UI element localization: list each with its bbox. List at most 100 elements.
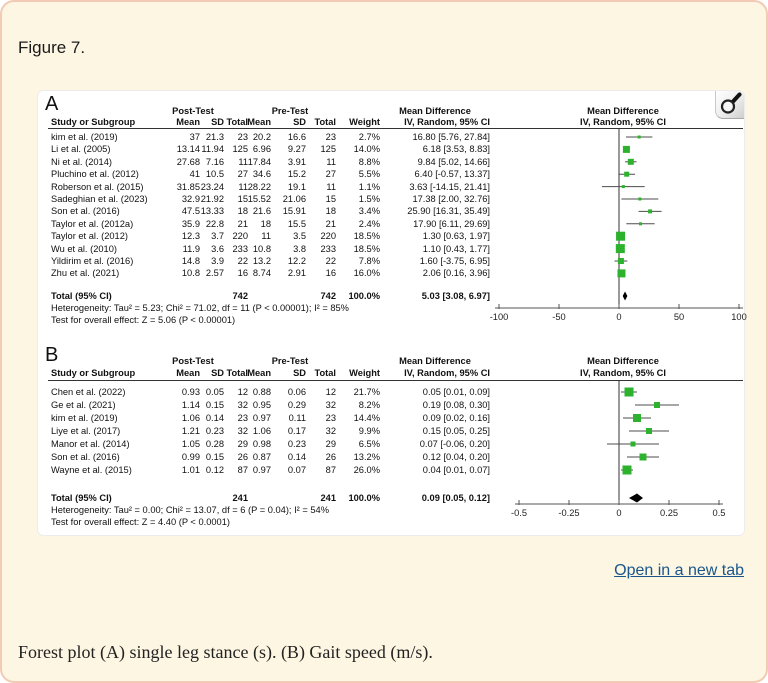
effect-marker	[638, 197, 642, 201]
study-cell: 21.3	[205, 132, 224, 142]
study-cell: 8.74	[252, 268, 271, 279]
study-cell: 10.8	[252, 243, 271, 254]
study-cell: 6.5%	[358, 439, 380, 449]
study-md-ci: 0.19 [0.08, 0.30]	[422, 400, 490, 410]
axis-tick-label: 50	[674, 312, 684, 322]
study-md-ci: 0.07 [-0.06, 0.20]	[419, 439, 490, 449]
study-cell: 27.68	[176, 156, 200, 167]
group-header-post: Post-Test	[172, 356, 214, 366]
study-cell: 19.1	[287, 181, 306, 192]
study-cell: 1.06	[181, 413, 200, 423]
effect-marker	[624, 171, 630, 177]
col-header-ci-plot: IV, Random, 95% CI	[580, 117, 666, 127]
study-cell: 220	[320, 231, 336, 242]
col-header: SD	[211, 368, 224, 378]
study-md-ci: 0.09 [0.02, 0.16]	[422, 413, 490, 423]
study-cell: 21.06	[282, 194, 306, 204]
study-cell: 6.96	[252, 144, 271, 155]
study-cell: 29	[237, 439, 248, 449]
study-cell: 34.6	[252, 169, 271, 180]
study-name: Pluchino et al. (2012)	[51, 169, 139, 180]
forest-plot-graphics: -100 -50 0 50 100 -0.5 -0.25 0 0.25 0.5	[490, 129, 747, 518]
study-cell: 16	[325, 268, 336, 279]
col-header: Mean	[247, 117, 271, 127]
study-cell: 9.9%	[358, 426, 380, 436]
study-md-ci: 0.12 [0.04, 0.20]	[422, 452, 490, 462]
effect-marker	[633, 414, 641, 422]
study-name: Ni et al. (2014)	[51, 156, 112, 167]
study-name: Roberson et al. (2015)	[51, 181, 144, 192]
axis-tick-label: -0.25	[558, 508, 579, 518]
study-cell: 3.9	[211, 256, 224, 266]
col-header: Weight	[349, 368, 380, 378]
study-cell: 12.2	[287, 256, 306, 266]
study-cell: 21.92	[200, 194, 224, 204]
study-md-ci: 1.60 [-3.75, 6.95]	[419, 256, 490, 266]
study-md-ci: 25.90 [16.31, 35.49]	[407, 206, 490, 217]
study-cell: 21	[325, 218, 336, 229]
col-header: Total	[314, 117, 336, 127]
study-cell: 0.87	[252, 452, 271, 462]
total-diamond	[622, 291, 628, 301]
study-cell: 13.2%	[353, 452, 380, 462]
study-name: Manor et al. (2014)	[51, 439, 130, 449]
study-cell: 7.16	[205, 156, 224, 167]
open-new-tab-link[interactable]: Open in a new tab	[614, 562, 744, 579]
study-cell: 5.5%	[358, 169, 380, 180]
study-cell: 0.17	[287, 426, 306, 436]
heterogeneity-text: Heterogeneity: Tau² = 5.23; Chi² = 71.02…	[51, 303, 349, 313]
study-cell: 32.9	[181, 194, 200, 204]
effect-marker	[654, 402, 660, 408]
study-cell: 32	[325, 426, 336, 436]
study-cell: 1.05	[181, 439, 200, 449]
study-cell: 27	[325, 169, 336, 180]
study-cell: 3.4%	[358, 206, 380, 217]
figure-label: Figure 7.	[18, 38, 86, 57]
study-cell: 29	[325, 439, 336, 449]
study-cell: 87	[325, 465, 336, 475]
study-md-ci: 1.30 [0.63, 1.97]	[422, 231, 490, 242]
axis-tick-label: 0.25	[660, 508, 678, 518]
study-cell: 21	[237, 218, 248, 229]
heterogeneity-text: Heterogeneity: Tau² = 0.00; Chi² = 13.07…	[51, 505, 329, 515]
study-md-ci: 16.80 [5.76, 27.84]	[412, 132, 490, 142]
study-cell: 0.14	[287, 452, 306, 462]
study-name: Taylor et al. (2012a)	[51, 218, 134, 229]
total-pre-n: 742	[320, 291, 336, 301]
col-header-study: Study or Subgroup	[51, 117, 136, 127]
study-cell: 32	[237, 426, 248, 436]
col-header-study: Study or Subgroup	[51, 368, 136, 378]
study-cell: 15.5	[287, 218, 306, 229]
axis-tick-label: -0.5	[511, 508, 527, 518]
axis-tick-label: 100	[731, 312, 747, 322]
overall-test-text: Test for overall effect: Z = 5.06 (P < 0…	[51, 315, 236, 325]
study-cell: 35.9	[181, 218, 200, 229]
figure-image[interactable]: -100 -50 0 50 100 -0.5 -0.25 0 0.25 0.5 A Post-Test…	[37, 90, 747, 536]
magnifier-button[interactable]	[715, 91, 744, 119]
col-header-ci: IV, Random, 95% CI	[404, 368, 490, 378]
study-cell: 15.52	[247, 194, 271, 204]
col-header: Total	[314, 368, 336, 378]
study-cell: 22	[237, 256, 248, 266]
study-cell: 11.94	[201, 144, 224, 155]
effect-marker	[630, 441, 636, 447]
study-cell: 1.1%	[358, 181, 380, 192]
study-cell: 11	[326, 181, 336, 192]
effect-marker	[639, 453, 647, 461]
effect-marker	[616, 231, 626, 241]
study-cell: 0.11	[288, 413, 306, 423]
study-name: Sadeghian et al. (2023)	[51, 194, 148, 204]
study-cell: 15.91	[282, 206, 306, 217]
study-cell: 14.0%	[353, 144, 380, 155]
study-cell: 2.91	[287, 268, 306, 279]
effect-marker	[622, 465, 632, 475]
study-cell: 2.4%	[358, 218, 380, 229]
study-md-ci: 9.84 [5.02, 14.66]	[417, 156, 490, 167]
study-cell: 11	[238, 156, 248, 167]
group-header-md: Mean Difference	[399, 106, 471, 116]
effect-marker	[615, 244, 625, 254]
study-cell: 18	[237, 206, 248, 217]
study-cell: 18.5%	[353, 243, 380, 254]
study-cell: 23	[237, 413, 248, 423]
